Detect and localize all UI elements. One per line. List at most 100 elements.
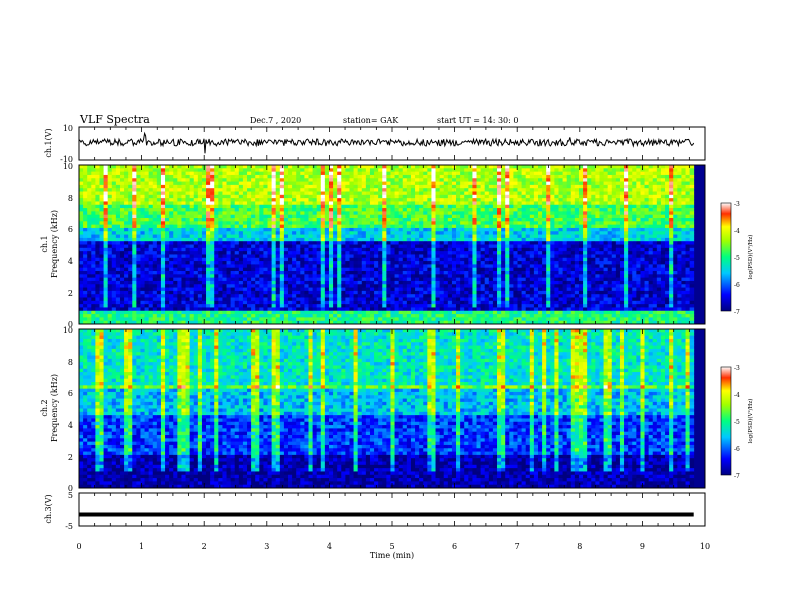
spectrogram-cell (333, 314, 338, 318)
spectrogram-cell (206, 241, 211, 245)
spectrogram-cell (128, 244, 133, 249)
spectrogram-cell (177, 277, 182, 282)
spectrogram-cell (328, 314, 334, 318)
spectrogram-cell (378, 264, 383, 269)
spectrogram-cell (128, 271, 133, 275)
spectrogram-cell (304, 165, 309, 169)
spectrogram-cell (255, 165, 260, 169)
spectrogram-cell (283, 317, 289, 322)
spectrogram-cell (410, 168, 416, 173)
spectrogram-cell (152, 224, 158, 229)
spectrogram-cell (87, 221, 92, 226)
spectrogram-cell (259, 274, 264, 279)
spectrogram-cell (308, 251, 313, 255)
spectrogram-cell (189, 241, 195, 245)
spectrogram-cell (160, 237, 166, 242)
spectrogram-cell (447, 320, 453, 325)
spectrogram-cell (288, 271, 293, 275)
spectrogram-cell (447, 227, 453, 232)
spectrogram-cell (386, 300, 391, 305)
spectrogram-cell (226, 294, 232, 298)
spectrogram-cell (464, 307, 469, 312)
spectrogram-cell (349, 247, 354, 252)
spectrogram-cell (419, 274, 424, 279)
spectrogram-cell (337, 284, 342, 288)
spectrogram-cell (210, 247, 215, 252)
spectrogram-cell (144, 310, 150, 315)
spectrogram-cell (242, 234, 248, 239)
spectrogram-cell (382, 208, 387, 212)
spectrogram-cell (431, 284, 436, 288)
spectrogram-cell (136, 280, 141, 285)
spectrogram-cell (160, 300, 166, 305)
spectrogram-cell (451, 194, 457, 199)
spectrogram-cell (398, 267, 404, 272)
spectrogram-cell (492, 227, 498, 232)
spectrogram-cell (406, 254, 412, 259)
spectrogram-cell (468, 317, 473, 322)
spectrogram-cell (169, 211, 174, 216)
spectrogram-cell (251, 234, 256, 239)
spectrogram-cell (283, 234, 289, 239)
spectrogram-cell (247, 218, 252, 222)
spectrogram-cell (443, 280, 449, 285)
spectrogram-cell (234, 300, 240, 305)
spectrogram-cell (222, 241, 227, 245)
spectrogram-cell (165, 277, 170, 282)
spectrogram-cell (214, 294, 219, 298)
spectrogram-cell (288, 194, 293, 199)
spectrogram-cell (316, 287, 322, 292)
spectrogram-cell (468, 280, 473, 285)
spectrogram-cell (214, 198, 219, 202)
spectrogram-cell (189, 247, 195, 252)
spectrogram-cell (275, 191, 281, 196)
spectrogram-cell (222, 254, 227, 259)
spectrogram-cell (238, 184, 244, 189)
spectrogram-cell (316, 214, 322, 219)
spectrogram-cell (378, 188, 383, 192)
spectrogram-cell (435, 267, 441, 272)
spectrogram-cell (79, 254, 84, 259)
spectrogram-cell (156, 320, 162, 325)
spectrogram-cell (283, 241, 289, 245)
spectrogram-cell (386, 171, 391, 176)
spectrogram-cell (238, 280, 244, 285)
spectrogram-cell (119, 171, 125, 176)
spectrogram-cell (460, 188, 465, 192)
spectrogram-cell (251, 251, 256, 255)
spectrogram-cell (238, 317, 244, 322)
spectrogram-cell (160, 221, 166, 226)
spectrogram-cell (242, 310, 248, 315)
spectrogram-cell (242, 191, 248, 196)
spectrogram-cell (148, 320, 154, 325)
spectrogram-cell (480, 264, 486, 269)
spectrogram-cell (91, 251, 96, 255)
spectrogram-cell (320, 204, 326, 209)
spectrogram-cell (259, 314, 264, 318)
spectrogram-cell (144, 198, 150, 202)
spectrogram-cell (476, 271, 482, 275)
spectrogram-cell (333, 198, 338, 202)
spectrogram-cell (394, 304, 400, 308)
spectrogram-cell (394, 188, 400, 192)
spectrogram-cell (177, 198, 182, 202)
spectrogram-cell (324, 294, 330, 298)
spectrogram-cell (333, 290, 338, 295)
spectrogram-cell (308, 247, 313, 252)
spectrogram-cell (230, 277, 236, 282)
spectrogram-cell (255, 221, 260, 226)
spectrogram-cell (95, 168, 100, 173)
spectrogram-cell (251, 211, 256, 216)
spectrogram-cell (214, 204, 219, 209)
spectrogram-cell (267, 254, 273, 259)
spectrogram-cell (341, 178, 346, 182)
spectrogram-cell (148, 304, 154, 308)
spectrogram-cell (447, 234, 453, 239)
spectrogram-cell (316, 178, 322, 182)
spectrogram-cell (136, 267, 141, 272)
spectrogram-cell (124, 214, 129, 219)
spectrogram-cell (218, 307, 223, 312)
spectrogram-cell (128, 310, 133, 315)
spectrogram-cell (251, 181, 256, 186)
spectrogram-cell (222, 218, 227, 222)
